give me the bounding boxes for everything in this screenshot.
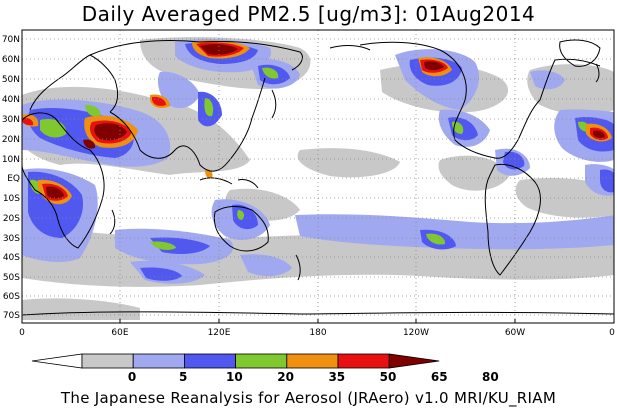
legend-label: 10 [226, 370, 243, 384]
legend-label: 0 [128, 370, 136, 384]
lat-label: 70N [2, 35, 20, 45]
lat-label: 60S [3, 292, 20, 302]
lat-label: 30N [2, 115, 20, 125]
legend-label: 80 [482, 370, 499, 384]
lat-label: 60N [2, 55, 20, 65]
lon-label: 0 [19, 328, 25, 338]
legend-label: 20 [277, 370, 294, 384]
lon-label: 180 [309, 328, 326, 338]
latitude-labels: 70N 60N 50N 40N 30N 20N 10N EQ 10S 20S 3… [2, 35, 20, 321]
lat-label: EQ [7, 174, 20, 184]
legend-swatch [235, 353, 288, 369]
legend-swatch [81, 353, 134, 369]
graticule [22, 30, 614, 323]
lon-label: 0 [609, 328, 615, 338]
lat-label: 70S [3, 311, 20, 321]
lat-label: 40N [2, 95, 20, 105]
lat-label: 20S [3, 214, 20, 224]
lat-label: 10N [2, 155, 20, 165]
color-legend: 0 5 10 20 35 50 65 80 [31, 353, 499, 384]
map-title: Daily Averaged PM2.5 [ug/m3]: 01Aug2014 [81, 2, 536, 26]
coastlines [22, 39, 614, 316]
legend-swatch [286, 353, 339, 369]
lon-label: 120W [403, 328, 429, 338]
lat-label: 30S [3, 234, 20, 244]
legend-arrow-high [388, 353, 440, 369]
legend-label: 50 [380, 370, 397, 384]
lon-label: 60E [111, 328, 128, 338]
concentration-field [22, 37, 614, 320]
lon-label: 60W [505, 328, 525, 338]
lat-label: 50S [3, 273, 20, 283]
legend-arrow-low [31, 353, 83, 369]
legend-label: 35 [328, 370, 345, 384]
legend-swatch [337, 353, 390, 369]
lat-label: 10S [3, 194, 20, 204]
legend-label: 5 [179, 370, 187, 384]
data-credit: The Japanese Reanalysis for Aerosol (JRA… [60, 389, 557, 407]
lon-label: 120E [208, 328, 231, 338]
legend-label: 65 [431, 370, 448, 384]
legend-swatch [132, 353, 185, 369]
lat-label: 50N [2, 75, 20, 85]
longitude-labels: 0 60E 120E 180 120W 60W 0 [19, 328, 615, 338]
legend-swatch [183, 353, 236, 369]
lat-label: 40S [3, 253, 20, 263]
lat-label: 20N [2, 135, 20, 145]
